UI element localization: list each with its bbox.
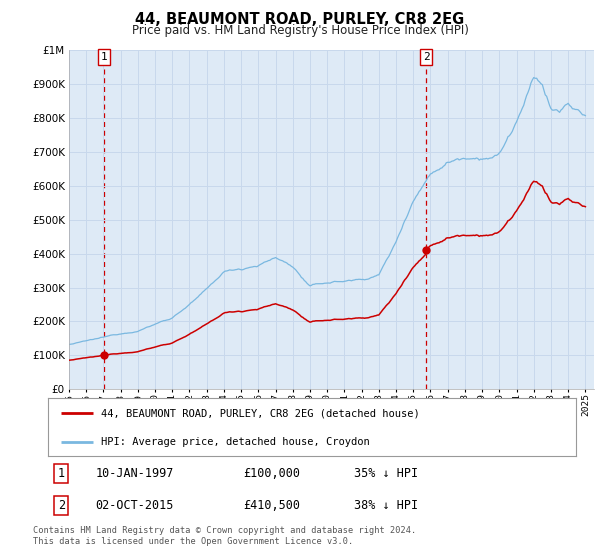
Text: 38% ↓ HPI: 38% ↓ HPI <box>354 499 418 512</box>
Text: 1: 1 <box>58 467 65 480</box>
Text: 2: 2 <box>423 52 430 62</box>
Text: 35% ↓ HPI: 35% ↓ HPI <box>354 467 418 480</box>
Text: 02-OCT-2015: 02-OCT-2015 <box>95 499 174 512</box>
Text: 10-JAN-1997: 10-JAN-1997 <box>95 467 174 480</box>
Text: 2: 2 <box>58 499 65 512</box>
Text: HPI: Average price, detached house, Croydon: HPI: Average price, detached house, Croy… <box>101 437 370 447</box>
Text: 44, BEAUMONT ROAD, PURLEY, CR8 2EG: 44, BEAUMONT ROAD, PURLEY, CR8 2EG <box>136 12 464 27</box>
Text: Price paid vs. HM Land Registry's House Price Index (HPI): Price paid vs. HM Land Registry's House … <box>131 24 469 36</box>
Text: Contains HM Land Registry data © Crown copyright and database right 2024.
This d: Contains HM Land Registry data © Crown c… <box>33 526 416 546</box>
Text: £100,000: £100,000 <box>244 467 301 480</box>
Text: 1: 1 <box>101 52 107 62</box>
Text: £410,500: £410,500 <box>244 499 301 512</box>
Text: 44, BEAUMONT ROAD, PURLEY, CR8 2EG (detached house): 44, BEAUMONT ROAD, PURLEY, CR8 2EG (deta… <box>101 408 419 418</box>
